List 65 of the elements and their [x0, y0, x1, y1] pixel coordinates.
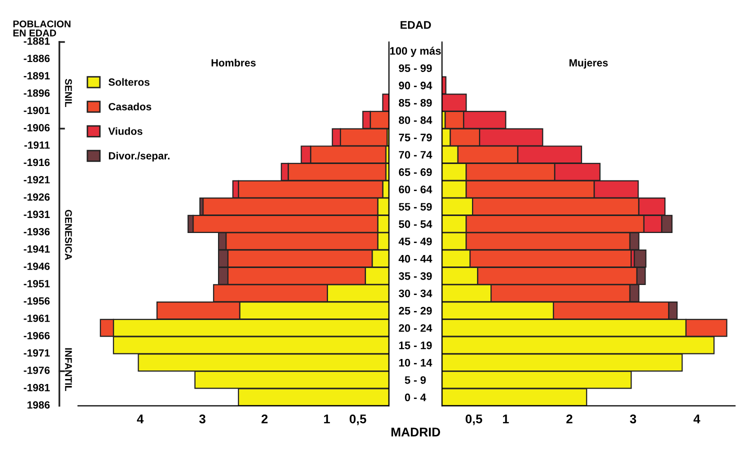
- text: -1906: [24, 124, 50, 132]
- text: -1881: [24, 37, 50, 45]
- x-tick-label: 0,5: [350, 414, 366, 426]
- text: -1946: [24, 262, 50, 270]
- text: -1941: [24, 245, 50, 253]
- y-tick-label: 80 - 84: [398, 116, 432, 124]
- text: -1951: [24, 280, 50, 288]
- text: 1986: [28, 401, 50, 409]
- legend-label: Divor./separ.: [108, 152, 170, 162]
- y-tick-label: 85 - 89: [398, 99, 432, 107]
- x-tick-label: 3: [630, 414, 636, 424]
- text: POBLACION EN EDAD: [13, 20, 70, 36]
- text: -1886: [24, 54, 50, 62]
- text: -1896: [24, 89, 50, 97]
- text: -1956: [24, 297, 50, 305]
- y-tick-label: 40 - 44: [398, 254, 432, 263]
- text: SENIL: [65, 78, 72, 107]
- legend-label: Solteros: [108, 78, 150, 86]
- text: Mujeres: [570, 58, 608, 69]
- text: -1931: [24, 210, 50, 218]
- y-tick-label: 20 - 24: [398, 324, 432, 332]
- x-tick-label: 4: [694, 414, 700, 424]
- x-tick-label: 1: [324, 414, 330, 424]
- y-tick-label: 25 - 29: [398, 306, 432, 315]
- text: -1961: [24, 314, 50, 322]
- text: -1891: [24, 72, 50, 80]
- x-tick-label: 0,5: [466, 414, 482, 426]
- y-tick-label: 5 - 9: [404, 376, 426, 384]
- text: MADRID: [391, 428, 440, 436]
- y-tick-label: 100 y más: [390, 46, 441, 57]
- y-tick-label: 35 - 39: [398, 272, 432, 280]
- text: Hombres: [212, 58, 256, 67]
- y-tick-label: 15 - 19: [399, 342, 432, 350]
- y-tick-label: 45 - 49: [398, 238, 432, 246]
- text: -1971: [24, 349, 50, 357]
- text: -1926: [24, 193, 50, 201]
- y-tick-label: 50 - 54: [398, 220, 432, 228]
- text: INFANTIL: [65, 348, 72, 392]
- text: -1911: [24, 141, 50, 149]
- x-tick-label: 2: [262, 414, 268, 424]
- text: -1966: [24, 332, 50, 340]
- y-tick-label: 60 - 64: [398, 186, 432, 194]
- y-tick-label: 10 - 14: [399, 358, 432, 367]
- y-tick-label: 90 - 94: [398, 82, 432, 90]
- x-tick-label: 4: [136, 414, 144, 424]
- y-tick-label: 55 - 59: [398, 202, 432, 211]
- y-axis-title: EDAD: [400, 21, 431, 29]
- y-tick-label: 75 - 79: [398, 134, 432, 142]
- y-tick-label: 65 - 69: [398, 168, 432, 176]
- text: -1976: [24, 366, 50, 374]
- y-tick-label: 30 - 34: [398, 290, 432, 298]
- x-tick-label: 1: [503, 414, 509, 424]
- text: GENESICA: [65, 210, 72, 260]
- text: -1981: [24, 384, 50, 392]
- text: -1901: [24, 106, 50, 114]
- x-tick-label: 2: [566, 414, 572, 424]
- text: -1916: [24, 158, 50, 166]
- legend-label: Casados: [108, 102, 152, 110]
- text: -1921: [24, 176, 50, 184]
- text: -1936: [24, 228, 50, 236]
- legend-label: Viudos: [108, 127, 142, 135]
- y-tick-label: 70 - 74: [398, 150, 432, 159]
- x-tick-label: 3: [199, 414, 206, 424]
- y-tick-label: 0 - 4: [404, 394, 426, 402]
- y-tick-label: 95 - 99: [398, 64, 432, 72]
